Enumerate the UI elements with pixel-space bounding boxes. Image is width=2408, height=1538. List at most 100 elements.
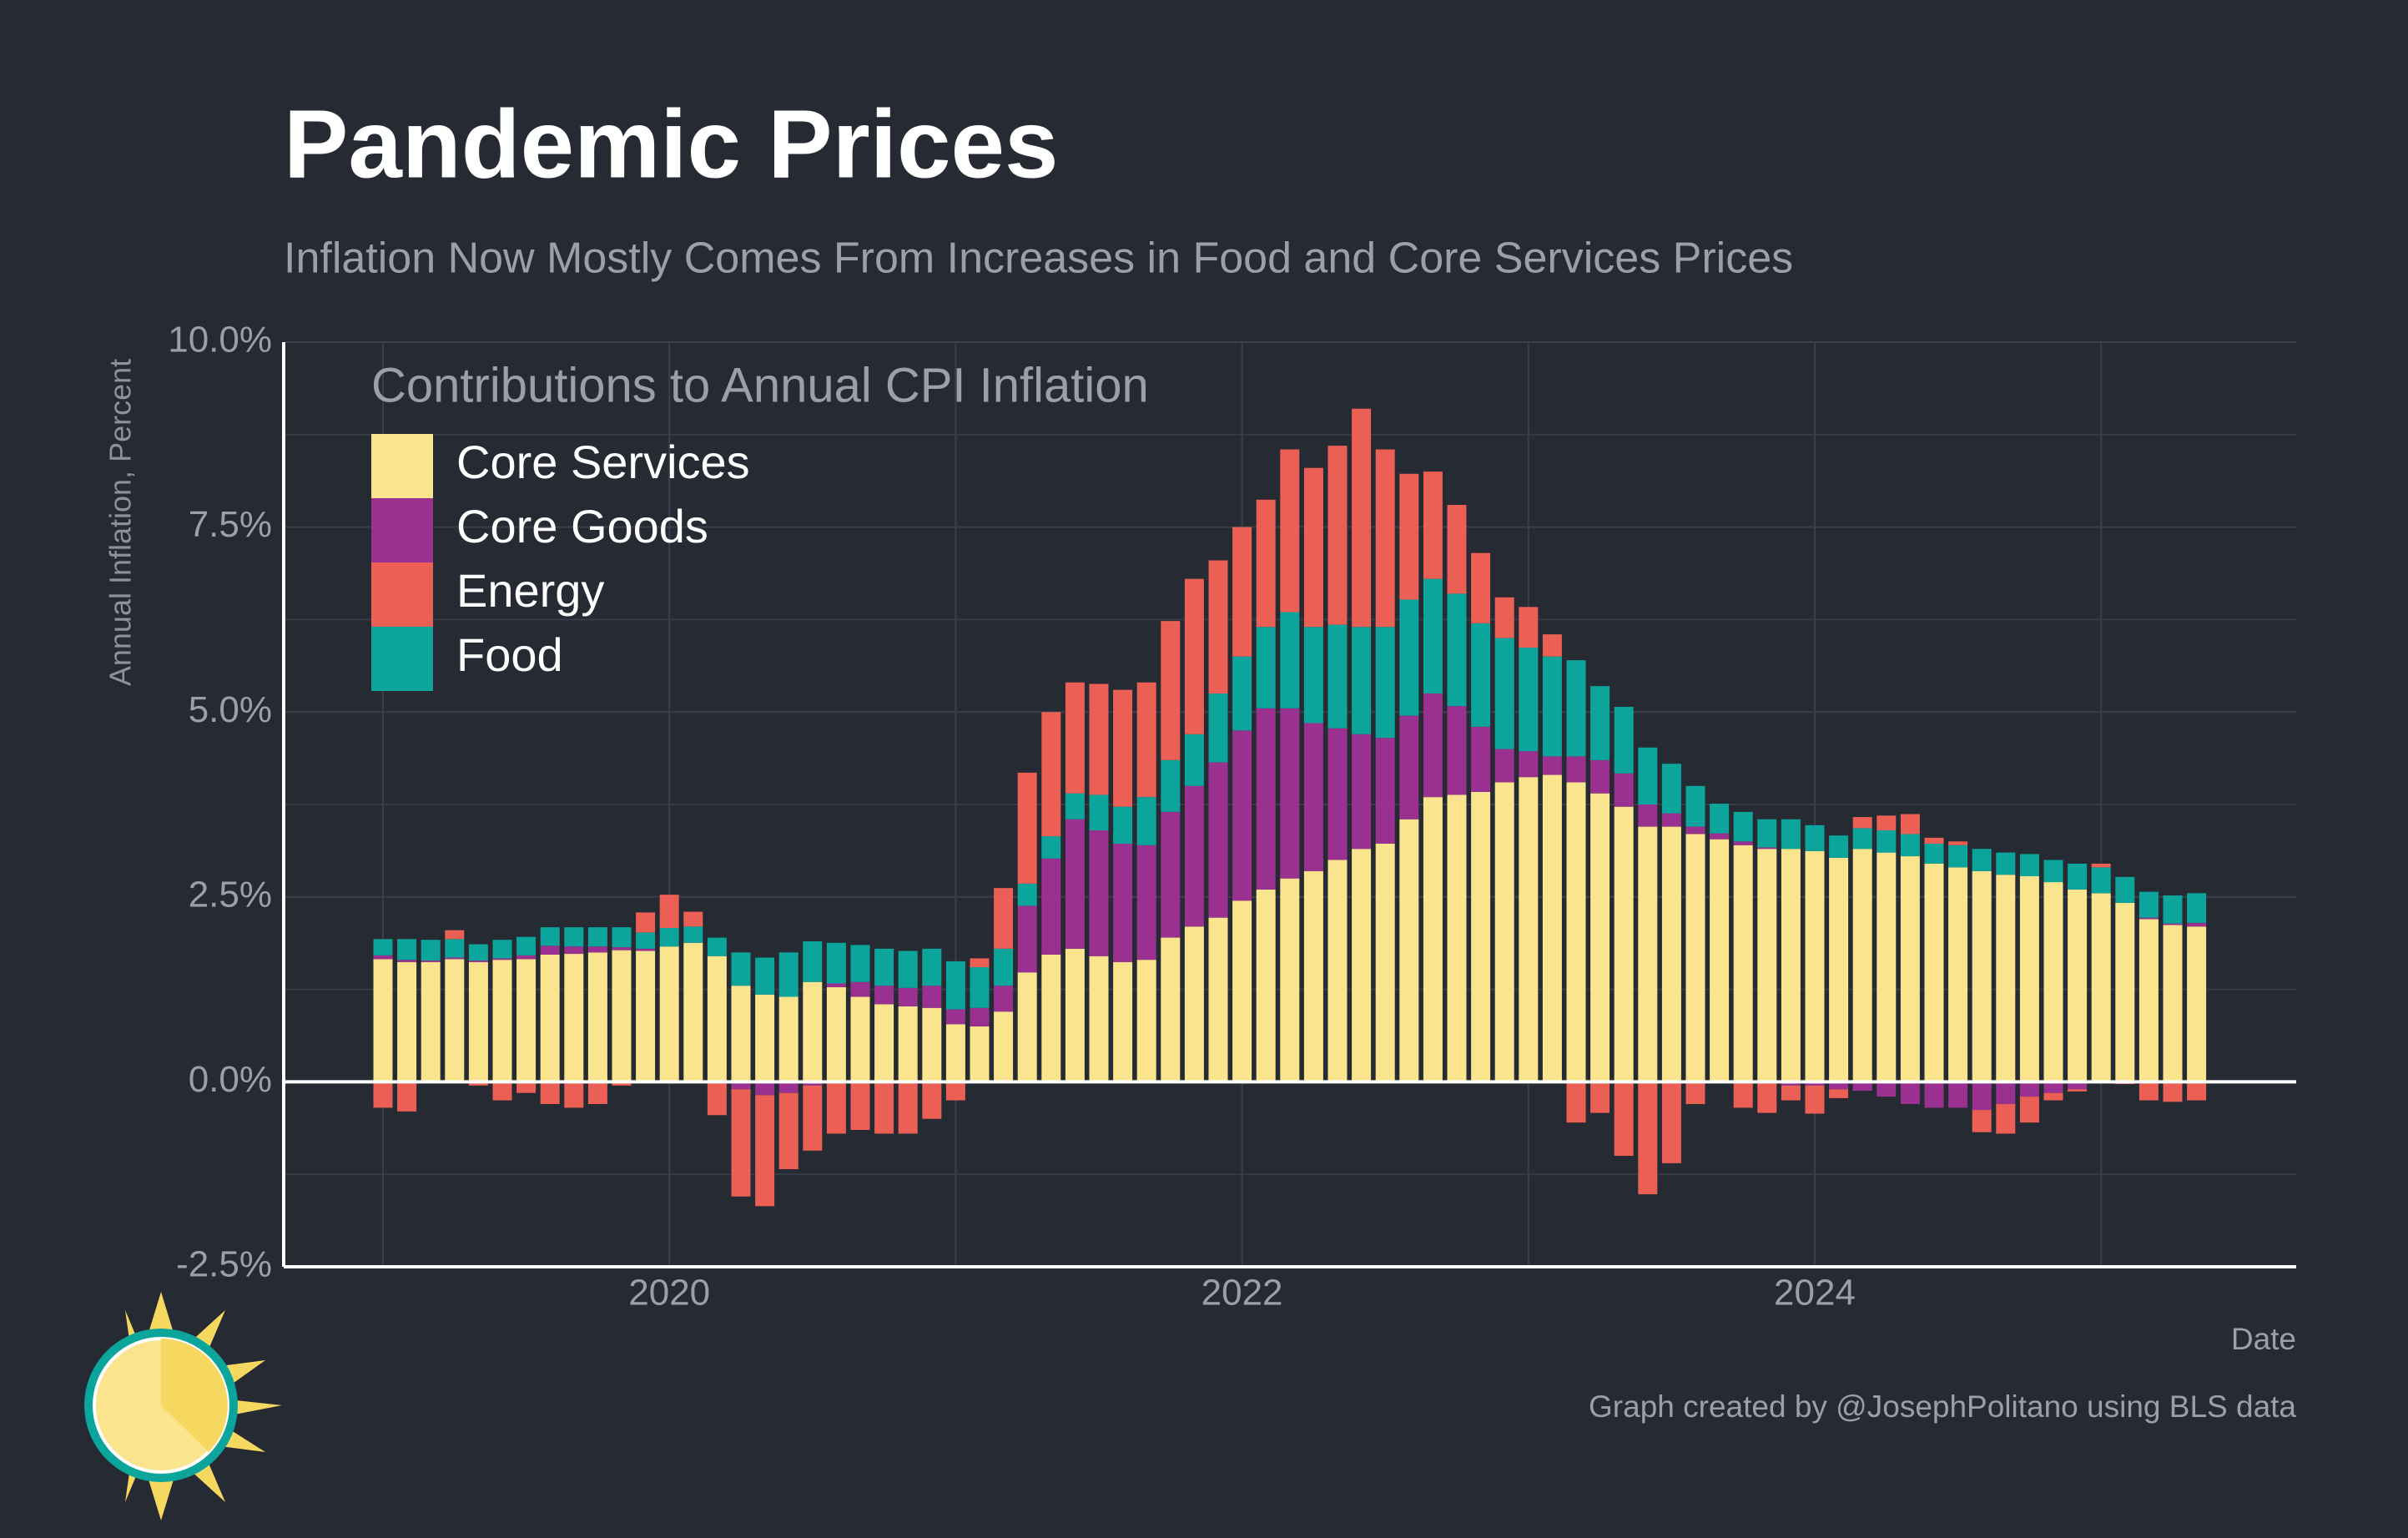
y-tick-label: 2.5% (189, 874, 272, 915)
bar-segment (1542, 774, 1562, 1082)
legend-swatch (371, 498, 433, 562)
bar-segment (1781, 849, 1801, 1082)
caption: Graph created by @JosephPolitano using B… (1589, 1389, 2296, 1424)
bar-segment (1113, 843, 1133, 962)
bar-segment (2163, 895, 2183, 924)
bar-segment (516, 936, 537, 956)
bar-segment (1781, 1082, 1801, 1086)
bar-segment (970, 958, 990, 968)
bar-segment (1661, 813, 1681, 827)
bar-segment (1208, 762, 1228, 918)
bar-segment (1614, 706, 1634, 774)
bar-segment (445, 930, 465, 940)
bar-segment (1614, 806, 1634, 1082)
bar-segment (1590, 759, 1610, 794)
bar-segment (1877, 1082, 1897, 1097)
bar-segment (731, 1089, 751, 1197)
bar-segment (1542, 634, 1562, 657)
bar-segment (1829, 857, 1849, 1082)
bar-segment (1089, 683, 1109, 795)
bar-segment (2115, 876, 2135, 903)
bar-segment (468, 961, 488, 1082)
bar-segment (1685, 834, 1705, 1082)
bar-segment (1065, 793, 1085, 819)
bar-segment (1256, 499, 1276, 628)
bar-segment (1447, 593, 1467, 707)
bar-segment (1852, 1082, 1872, 1092)
bar-segment (540, 954, 560, 1082)
bar-segment (874, 986, 894, 1005)
bar-segment (2068, 889, 2088, 1082)
bar-segment (1494, 782, 1514, 1082)
bar-segment (1423, 693, 1443, 798)
bar-segment (468, 961, 488, 962)
bar-segment (1661, 1082, 1681, 1163)
bar-segment (1710, 804, 1730, 834)
legend-swatch (371, 434, 433, 498)
bar-segment (1733, 841, 1753, 845)
bar-segment (1041, 712, 1061, 837)
bar-segment (1423, 471, 1443, 579)
bar-segment (2138, 891, 2159, 918)
bar-segment (1996, 875, 2016, 1082)
bar-segment (945, 1009, 965, 1025)
bar-segment (1375, 738, 1395, 844)
bar-segment (1423, 797, 1443, 1082)
bar-segment (1900, 1082, 1920, 1104)
bar-segment (1280, 708, 1300, 879)
bar-segment (1136, 682, 1156, 798)
bar-segment (1017, 883, 1037, 906)
bar-segment (2163, 925, 2183, 1082)
bar-segment (1996, 852, 2016, 875)
x-tick-label: 2022 (1201, 1273, 1283, 1314)
bar-segment (1280, 878, 1300, 1082)
bar-segment (2043, 882, 2063, 1082)
bar-segment (1303, 723, 1323, 871)
x-axis-label: Date (2231, 1322, 2296, 1356)
bar-segment (564, 927, 584, 947)
bar-segment (1852, 849, 1872, 1082)
bar-segment (2138, 919, 2159, 1082)
bar-segment (874, 1004, 894, 1082)
bar-segment (1900, 814, 1920, 835)
bar-segment (540, 945, 560, 955)
bar-segment (516, 959, 537, 1082)
bar-segment (492, 960, 512, 1082)
bar-segment (1471, 552, 1491, 623)
bar-segment (2115, 902, 2135, 1082)
bar-segment (1041, 836, 1061, 859)
bar-segment (1375, 843, 1395, 1082)
bar-segment (1256, 889, 1276, 1082)
bar-segment (2187, 893, 2207, 923)
bar-segment (636, 951, 656, 1082)
bar-segment (1566, 782, 1586, 1082)
bar-segment (1685, 826, 1705, 835)
bar-segment (755, 1082, 775, 1096)
bar-segment (587, 952, 607, 1082)
bar-segment (970, 967, 990, 1008)
bar-segment (1829, 1082, 1849, 1090)
bar-segment (1519, 607, 1539, 648)
bar-segment (2068, 1082, 2088, 1090)
bar-segment (612, 947, 632, 951)
bar-segment (1327, 624, 1348, 729)
bar-segment (1375, 627, 1395, 739)
bar-segment (564, 954, 584, 1082)
bar-segment (492, 958, 512, 961)
bar-segment (1399, 715, 1419, 819)
bar-segment (2091, 867, 2111, 894)
bar-segment (1352, 408, 1372, 628)
bar-segment (1924, 843, 1944, 864)
bar-segment (1017, 905, 1037, 973)
bar-segment (1519, 751, 1539, 778)
bar-segment (1399, 819, 1419, 1082)
y-tick-label: 10.0% (168, 320, 272, 361)
bar-segment (874, 1082, 894, 1134)
bar-segment (587, 1082, 607, 1104)
bar-segment (2019, 854, 2039, 876)
bar-segment (778, 952, 798, 997)
bar-segment (2138, 1082, 2159, 1101)
bar-segment (1733, 1082, 1753, 1108)
bar-segment (1972, 1082, 1992, 1111)
